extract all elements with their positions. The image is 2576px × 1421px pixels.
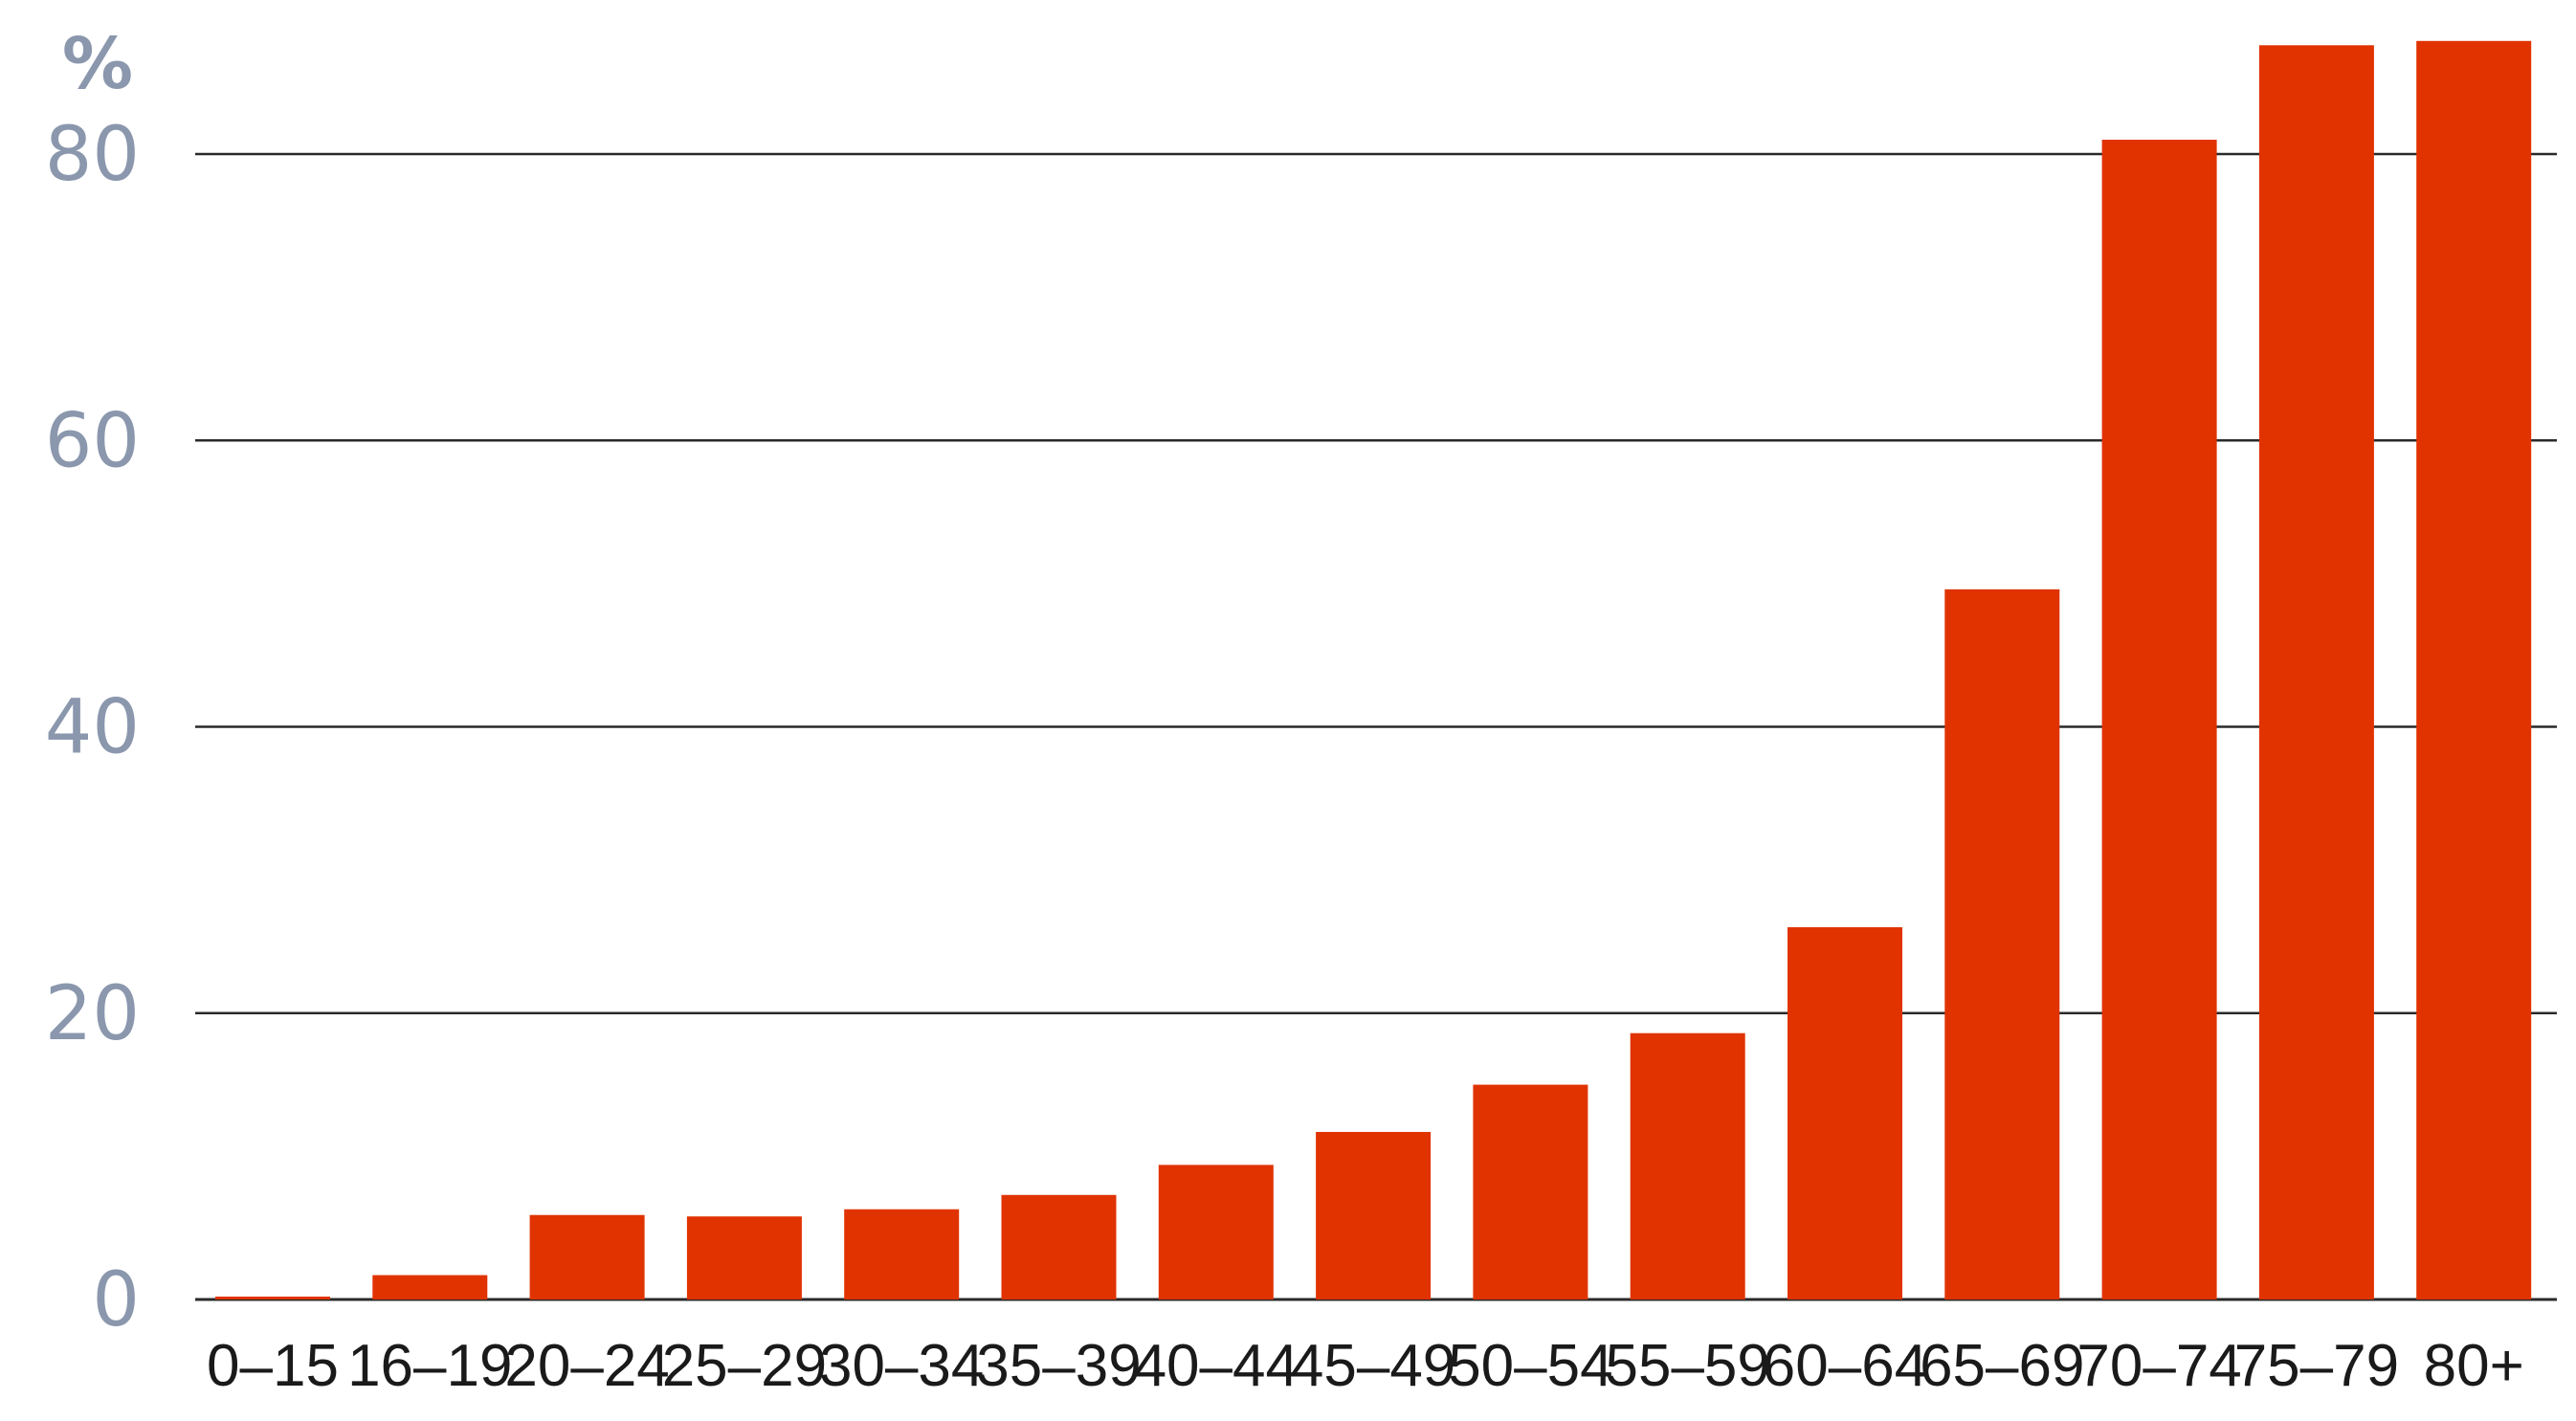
x-tick-label-16–19: 16–19 [347, 1333, 512, 1399]
bar-16–19 [372, 1275, 488, 1299]
bar-30–34 [844, 1209, 960, 1299]
bar-20–24 [529, 1214, 645, 1299]
y-axis-unit-label: % [62, 23, 133, 105]
bar-50–54 [1473, 1084, 1588, 1299]
x-tick-label-20–24: 20–24 [504, 1333, 669, 1399]
x-tick-label-65–69: 65–69 [1920, 1333, 2084, 1399]
x-tick-label-60–64: 60–64 [1763, 1333, 1927, 1399]
x-tick-label-80+: 80+ [2424, 1333, 2524, 1399]
bar-80+ [2416, 40, 2532, 1299]
x-tick-label-75–79: 75–79 [2234, 1333, 2399, 1399]
x-tick-label-30–34: 30–34 [819, 1333, 984, 1399]
y-tick-label-20: 20 [45, 971, 140, 1057]
x-tick-label-0–15: 0–15 [207, 1333, 339, 1399]
y-tick-label-0: 0 [92, 1257, 140, 1343]
y-tick-label-80: 80 [45, 112, 140, 198]
bar-55–59 [1630, 1032, 1745, 1299]
x-tick-label-55–59: 55–59 [1605, 1333, 1769, 1399]
bar-60–64 [1788, 926, 1902, 1299]
bar-0–15 [215, 1297, 330, 1299]
bar-65–69 [1944, 588, 2060, 1299]
x-tick-label-45–49: 45–49 [1291, 1333, 1455, 1399]
x-tick-label-25–29: 25–29 [662, 1333, 827, 1399]
bar-70–74 [2101, 140, 2217, 1300]
x-tick-label-35–39: 35–39 [976, 1333, 1141, 1399]
bar-35–39 [1001, 1194, 1117, 1299]
y-axis-ticks: 0 20 40 60 80 [45, 112, 140, 1343]
x-axis-ticks: 0–15 16–1920–2425–2930–3435–3940–4445–495… [207, 1333, 2524, 1399]
x-tick-label-70–74: 70–74 [2076, 1333, 2241, 1399]
bar-75–79 [2258, 45, 2374, 1299]
bar-40–44 [1158, 1165, 1274, 1299]
x-tick-label-50–54: 50–54 [1448, 1333, 1612, 1399]
x-tick-label-40–44: 40–44 [1134, 1333, 1299, 1399]
bars [215, 40, 2532, 1300]
y-tick-label-60: 60 [45, 398, 140, 484]
bar-45–49 [1316, 1131, 1432, 1299]
bar-25–29 [686, 1216, 802, 1299]
y-tick-label-40: 40 [45, 685, 140, 771]
